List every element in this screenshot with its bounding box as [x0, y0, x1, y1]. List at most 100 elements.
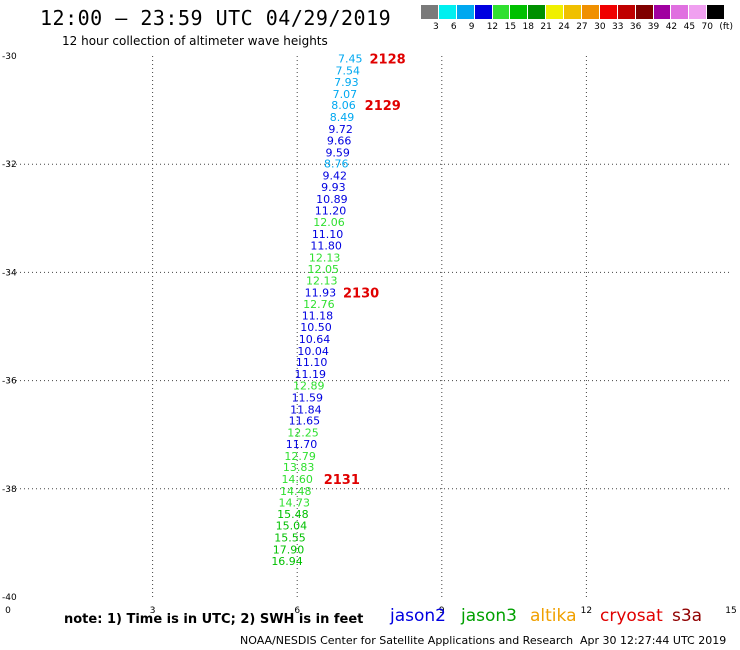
- footer-credit: NOAA/NESDIS Center for Satellite Applica…: [240, 634, 574, 647]
- wave-height-value: 14.48: [280, 485, 312, 498]
- wave-height-value: 11.93: [305, 286, 337, 299]
- wave-height-value: 11.18: [302, 310, 334, 323]
- color-scale-label: 3: [433, 22, 439, 32]
- chart-subtitle: 12 hour collection of altimeter wave hei…: [62, 34, 328, 48]
- pass-number-label: 2129: [365, 99, 401, 114]
- wave-height-value: 16.94: [271, 555, 303, 568]
- wave-height-value: 14.73: [279, 496, 311, 509]
- footer-timestamp: Apr 30 12:27:44 UTC 2019: [580, 634, 727, 647]
- wave-height-value: 10.50: [300, 321, 332, 334]
- wave-height-value: 9.72: [328, 123, 353, 136]
- footer-note: note: 1) Time is in UTC; 2) SWH is in fe…: [64, 612, 364, 627]
- wave-height-value: 11.70: [286, 438, 318, 451]
- legend-entry-cryosat: cryosat: [600, 606, 663, 626]
- color-swatch: [564, 5, 583, 19]
- color-scale-label: 42: [665, 22, 678, 32]
- legend-entry-s3a: s3a: [672, 606, 703, 626]
- color-swatch: [546, 5, 565, 19]
- wave-height-value: 10.89: [316, 193, 348, 206]
- wave-height-value: 15.48: [277, 508, 309, 521]
- wave-height-value: 15.55: [274, 531, 306, 544]
- color-scale-label: 9: [468, 22, 475, 32]
- wave-height-value: 11.80: [310, 239, 342, 252]
- wave-height-value: 11.65: [289, 415, 321, 428]
- color-swatch: [421, 5, 439, 19]
- legend-entry-jason2: jason2: [390, 606, 446, 626]
- color-scale-label: 6: [450, 22, 457, 32]
- wave-height-value: 9.93: [321, 181, 346, 194]
- color-swatch: [528, 5, 547, 19]
- wave-height-value: 7.93: [334, 76, 359, 89]
- wave-height-value: 12.89: [293, 379, 325, 392]
- color-scale-label: (ft): [719, 22, 733, 32]
- color-swatch: [438, 5, 457, 19]
- pass-labels: 2128 2129 2130 2131: [324, 53, 406, 488]
- wave-height-value: 12.13: [306, 275, 338, 288]
- pass-number-label: 2131: [324, 473, 360, 488]
- wave-height-value: 13.83: [283, 461, 315, 474]
- wave-height-value: 11.19: [294, 368, 326, 381]
- color-swatch: [689, 5, 708, 19]
- color-scale-label: 30: [594, 22, 606, 32]
- wave-height-value: 12.13: [309, 251, 341, 264]
- wave-height-value: 8.06: [331, 99, 356, 112]
- color-swatch: [510, 5, 529, 19]
- color-scale-label: 36: [629, 22, 642, 32]
- y-tick-label: -36: [2, 377, 17, 387]
- wave-height-value: 12.25: [287, 427, 319, 440]
- color-scale-label: 33: [612, 22, 624, 32]
- wave-height-value: 14.60: [281, 473, 313, 486]
- color-swatch: [707, 5, 726, 19]
- y-tick-label: -32: [2, 160, 17, 170]
- x-tick-label: 0: [5, 606, 11, 616]
- data-labels: 7.457.547.937.078.068.499.729.669.598.76…: [271, 53, 362, 568]
- y-tick-label: -38: [2, 485, 17, 495]
- color-swatch: [617, 5, 636, 19]
- wave-height-value: 15.04: [276, 520, 308, 533]
- wave-height-value: 7.54: [336, 65, 361, 78]
- color-scale-label: 18: [522, 22, 534, 32]
- color-swatch: [474, 5, 493, 19]
- x-tick-label: 6: [294, 606, 300, 616]
- x-tick-label: 12: [581, 606, 592, 616]
- wave-height-value: 17.90: [273, 543, 305, 556]
- wave-height-value: 11.10: [312, 228, 344, 241]
- wave-height-value: 12.76: [303, 298, 335, 311]
- wave-height-value: 9.66: [327, 134, 352, 147]
- color-scale-label: 21: [540, 22, 552, 32]
- wave-height-value: 8.76: [324, 158, 349, 171]
- wave-height-value: 10.64: [299, 333, 331, 346]
- color-scale-label: 70: [701, 22, 713, 32]
- color-swatch: [492, 5, 511, 19]
- wave-height-value: 11.59: [292, 391, 324, 404]
- grid-lines: [8, 56, 731, 597]
- y-tick-label: -34: [2, 268, 17, 278]
- color-scale-label: 45: [683, 22, 696, 32]
- wave-height-value: 12.06: [313, 216, 345, 229]
- y-tick-label: -40: [2, 593, 17, 603]
- color-scale-label: 24: [558, 22, 570, 32]
- chart-title: 12:00 – 23:59 UTC 04/29/2019: [40, 6, 392, 30]
- wave-height-value: 8.49: [330, 111, 355, 124]
- wave-height-value: 10.04: [297, 345, 329, 358]
- wave-height-value: 7.07: [333, 88, 358, 101]
- wave-height-value: 7.45: [338, 53, 363, 66]
- color-swatch: [599, 5, 618, 19]
- legend-entry-altika: altika: [530, 606, 577, 626]
- y-tick-label: -30: [2, 52, 17, 62]
- wave-height-value: 9.59: [325, 146, 350, 159]
- wave-height-value: 12.79: [284, 450, 316, 463]
- color-scale-bar: [421, 5, 726, 21]
- x-tick-label: 15: [725, 606, 736, 616]
- color-swatch: [635, 5, 654, 19]
- wave-height-value: 9.42: [323, 170, 348, 183]
- wave-height-value: 11.20: [315, 205, 347, 218]
- pass-number-label: 2130: [343, 286, 379, 301]
- wave-height-value: 11.10: [296, 356, 328, 369]
- wave-height-value: 11.84: [290, 403, 322, 416]
- pass-number-label: 2128: [370, 53, 406, 68]
- x-tick-label: 9: [439, 606, 445, 616]
- color-swatch: [582, 5, 600, 19]
- color-scale-label: 15: [504, 22, 517, 32]
